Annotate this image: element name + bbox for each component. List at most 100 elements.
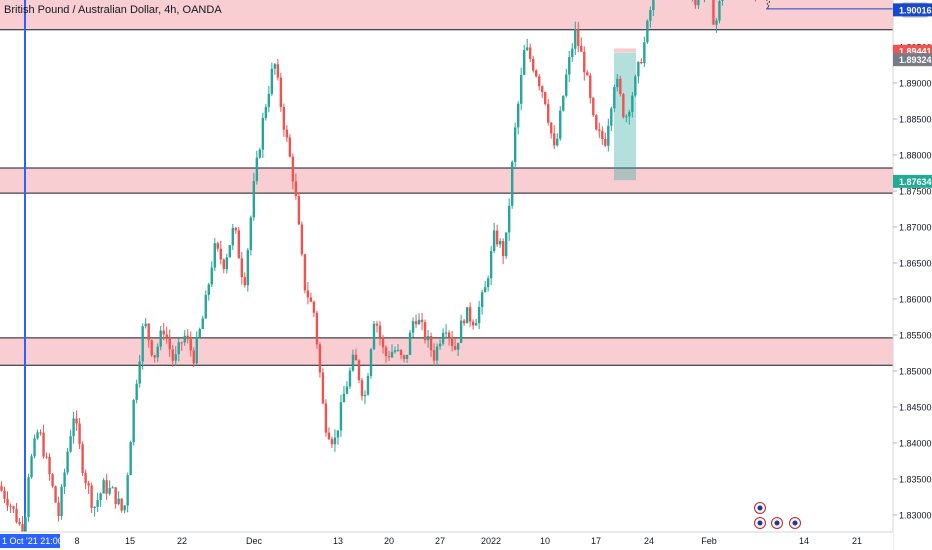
candle-body (78, 423, 81, 445)
candle-body (45, 456, 48, 458)
price-tick-label: 1.88500 (899, 115, 932, 125)
candle-body (225, 257, 228, 270)
time-tick-label: 13 (333, 536, 343, 546)
candle-body (556, 138, 559, 146)
candle-body (198, 329, 201, 338)
candle-body (471, 321, 475, 326)
candle-body (342, 393, 346, 403)
candle-body (399, 349, 403, 356)
candle-body (522, 50, 526, 75)
candle-body (255, 157, 259, 182)
candle-body (571, 48, 574, 58)
time-tick-label: 10 (540, 536, 550, 546)
candle-body (201, 318, 204, 330)
candle-body (84, 472, 87, 484)
candle-body (210, 267, 213, 285)
candle-body (168, 337, 171, 350)
candle-body (327, 432, 331, 440)
candle-body (141, 326, 144, 362)
candle-body (0, 486, 3, 491)
candle-body (637, 61, 640, 77)
candle-body (105, 480, 108, 494)
candle-body (42, 432, 45, 457)
candle-body (604, 139, 607, 146)
candle-body (544, 92, 547, 105)
candle-body (318, 344, 322, 373)
candle-body (174, 354, 177, 361)
time-axis[interactable]: 8 15 22 Dec 13 20 27 2022 10 17 24 Feb 14 21 1 Oct '21… (0, 531, 893, 550)
cursor-time-tag (0, 534, 60, 548)
candle-body (96, 500, 99, 507)
candle-body (150, 340, 153, 356)
candle-body (553, 133, 556, 146)
candle-body (306, 290, 310, 298)
candle-body (177, 342, 180, 355)
candle-body (204, 294, 207, 319)
candle-body (261, 117, 265, 150)
candle-body (27, 477, 30, 518)
candle-body (69, 436, 72, 452)
price-axis[interactable]: AUD1.895001.890001.885001.880001.875001.… (892, 0, 932, 550)
candle-body (390, 351, 394, 358)
candle-body (447, 332, 451, 338)
candle-body (294, 181, 298, 196)
time-tick-label: 14 (799, 536, 809, 546)
candle-body (267, 93, 271, 108)
price-tick-label: 1.87000 (899, 223, 932, 233)
candle-body (324, 403, 328, 433)
candle-body (498, 241, 502, 245)
candle-body (234, 227, 238, 231)
candle-body (297, 195, 301, 225)
price-tick-label: 1.86500 (899, 259, 932, 269)
candle-body (117, 498, 120, 505)
candle-body (532, 58, 535, 71)
candle-body (501, 241, 505, 257)
candle-body (357, 360, 361, 381)
candle-body (622, 93, 625, 118)
time-tick-label: Feb (701, 536, 717, 546)
time-tick-label: 8 (74, 536, 79, 546)
candle-body (718, 0, 721, 21)
candle-body (640, 61, 643, 64)
candle-body (492, 230, 496, 252)
candle-body (610, 108, 613, 126)
candle-body (219, 248, 222, 260)
candle-body (697, 0, 700, 6)
candle-body (715, 20, 718, 25)
candle-body (348, 370, 352, 387)
candle-body (396, 349, 400, 351)
candle-body (547, 104, 550, 123)
candle-body (387, 356, 391, 358)
candle-body (270, 68, 274, 94)
candle-body (81, 444, 84, 473)
candle-body (147, 323, 150, 341)
candle-body (366, 375, 370, 395)
price-tick-label: 1.86000 (899, 295, 932, 305)
candle-body (312, 301, 316, 313)
zone-fill (0, 167, 893, 194)
candle-body (634, 76, 637, 96)
candle-body (153, 355, 156, 358)
candle-body (243, 277, 247, 286)
zone-fill (0, 337, 893, 366)
candle-body (60, 486, 63, 517)
candle-body (159, 330, 162, 347)
candle-body (411, 321, 415, 333)
candle-body (156, 346, 159, 358)
price-tick-label: 1.88000 (899, 151, 932, 161)
price-tag (893, 174, 932, 188)
price-tag-label: 1.87634 (899, 177, 932, 187)
candle-body (483, 287, 487, 293)
candle-body (595, 115, 598, 130)
candle-body (453, 346, 457, 350)
candle-body (120, 498, 123, 511)
candle-body (589, 75, 592, 98)
candle-body (535, 70, 538, 77)
event-flag-icon-center (792, 520, 798, 526)
candle-body (291, 156, 295, 182)
candle-body (565, 74, 568, 96)
candle-body (252, 181, 256, 218)
candle-body (550, 122, 553, 134)
candle-body (694, 0, 697, 6)
